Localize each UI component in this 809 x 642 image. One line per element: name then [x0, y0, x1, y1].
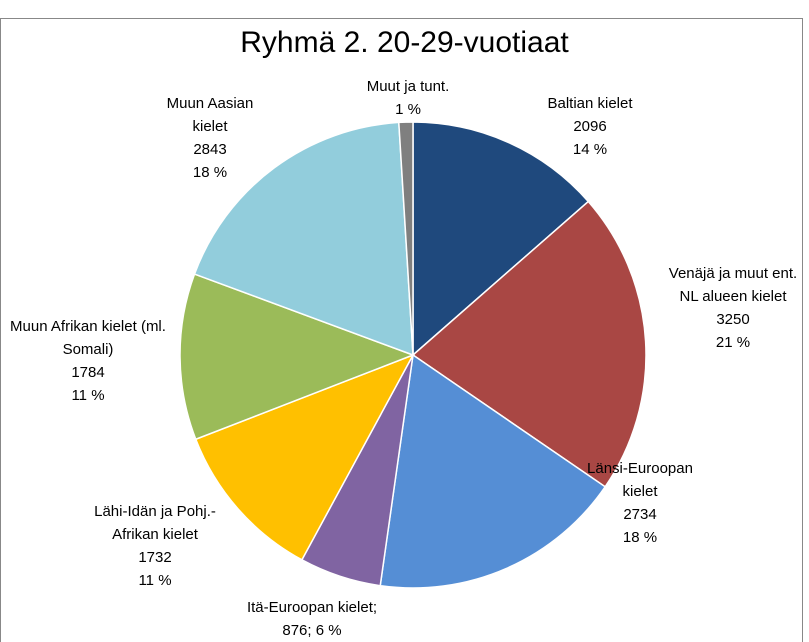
label-name: Muun Afrikan kielet (ml. Somali): [10, 318, 166, 358]
data-label: Muun Aasian kielet 2843 18 %: [155, 92, 265, 184]
label-percent: 21 %: [715, 334, 751, 351]
label-value: 2843: [193, 141, 227, 158]
pie-slice: [398, 121, 414, 356]
label-percent: 6 %: [315, 622, 342, 639]
label-separator: ;: [307, 622, 316, 639]
label-percent: 18 %: [192, 164, 228, 181]
label-value: 876: [282, 622, 308, 639]
label-value: 1732: [138, 549, 172, 566]
label-name: Lähi-Idän ja Pohj.-Afrikan kielet: [94, 503, 216, 543]
label-separator: ;: [372, 599, 378, 616]
data-label: Baltian kielet 2096 14 %: [525, 92, 655, 161]
data-label: Itä-Euroopan kielet; 876; 6 %: [242, 596, 382, 642]
label-value: 3250: [716, 311, 750, 328]
label-percent: 1 %: [395, 101, 421, 118]
label-percent: 18 %: [622, 529, 658, 546]
label-name: Baltian kielet: [547, 95, 633, 112]
data-label: Muut ja tunt. 1 %: [348, 75, 468, 121]
label-percent: 14 %: [572, 141, 608, 158]
label-name: Venäjä ja muut ent. NL alueen kielet: [668, 265, 798, 305]
data-label: Venäjä ja muut ent. NL alueen kielet 3250…: [668, 262, 798, 354]
pie-slice: [193, 121, 414, 357]
label-name: Länsi-Euroopan kielet: [587, 460, 693, 500]
label-name: Muun Aasian kielet: [166, 95, 254, 135]
label-percent: 11 %: [71, 387, 105, 404]
pie-slice: [194, 353, 415, 561]
label-value: 1784: [71, 364, 105, 381]
label-name: Muut ja tunt.: [366, 78, 450, 95]
label-name: Itä-Euroopan kielet: [246, 599, 373, 616]
label-value: 2096: [573, 118, 607, 135]
pie-slice: [412, 121, 590, 357]
pie-slice: [411, 200, 647, 488]
chart-title: Ryhmä 2. 20-29-vuotiaat: [240, 26, 569, 59]
label-percent: 11 %: [138, 572, 172, 589]
data-label: Lähi-Idän ja Pohj.-Afrikan kielet 1732 11 …: [75, 500, 235, 592]
pie-slice: [179, 273, 416, 441]
pie-slice: [379, 353, 607, 589]
chart-frame: [0, 18, 803, 642]
data-label: Länsi-Euroopan kielet 2734 18 %: [575, 457, 705, 549]
label-value: 2734: [623, 506, 657, 523]
data-label: Muun Afrikan kielet (ml. Somali) 1784 11 %: [8, 315, 168, 407]
